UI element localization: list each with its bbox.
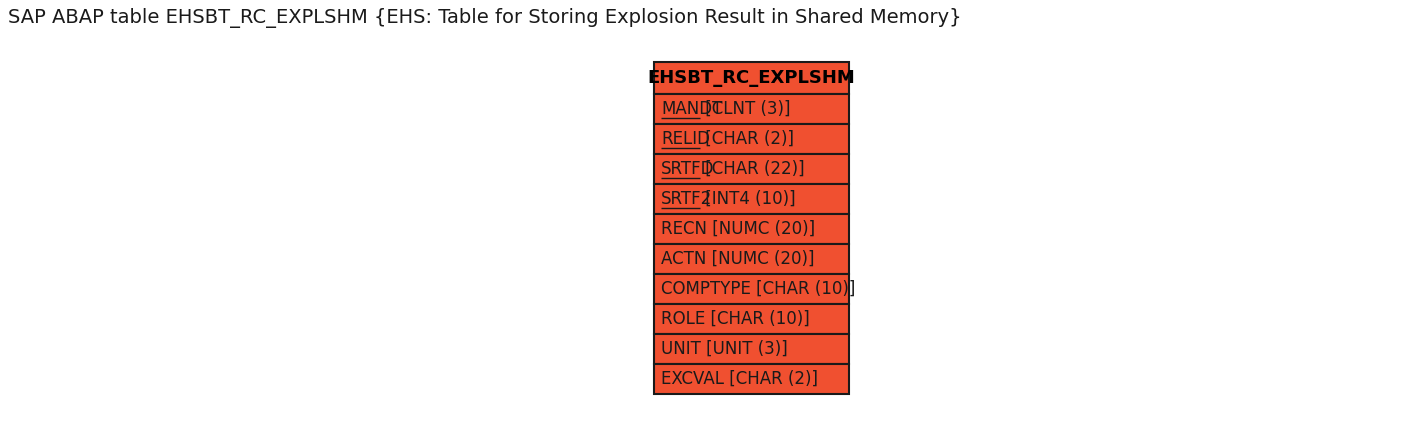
Bar	[655, 244, 849, 274]
Bar	[655, 184, 849, 214]
Text: UNIT [UNIT (3)]: UNIT [UNIT (3)]	[662, 340, 788, 358]
Text: ROLE [CHAR (10)]: ROLE [CHAR (10)]	[662, 310, 809, 328]
Text: COMPTYPE [CHAR (10)]: COMPTYPE [CHAR (10)]	[662, 280, 856, 298]
Text: SAP ABAP table EHSBT_RC_EXPLSHM {EHS: Table for Storing Explosion Result in Shar: SAP ABAP table EHSBT_RC_EXPLSHM {EHS: Ta…	[8, 8, 961, 28]
Bar	[655, 274, 849, 304]
Text: EXCVAL [CHAR (2)]: EXCVAL [CHAR (2)]	[662, 370, 818, 388]
Text: [CHAR (2)]: [CHAR (2)]	[700, 130, 794, 148]
Text: [INT4 (10)]: [INT4 (10)]	[700, 190, 795, 208]
Bar	[655, 334, 849, 364]
Text: SRTFD: SRTFD	[662, 160, 715, 178]
Text: SRTF2: SRTF2	[662, 190, 712, 208]
Bar	[655, 62, 849, 94]
Bar	[655, 154, 849, 184]
Bar	[655, 214, 849, 244]
Text: MANDT: MANDT	[662, 100, 722, 118]
Text: [CLNT (3)]: [CLNT (3)]	[700, 100, 791, 118]
Text: EHSBT_RC_EXPLSHM: EHSBT_RC_EXPLSHM	[648, 69, 856, 87]
Bar	[655, 304, 849, 334]
Text: RECN [NUMC (20)]: RECN [NUMC (20)]	[662, 220, 815, 238]
Bar	[655, 94, 849, 124]
Text: ACTN [NUMC (20)]: ACTN [NUMC (20)]	[662, 250, 815, 268]
Text: [CHAR (22)]: [CHAR (22)]	[700, 160, 805, 178]
Bar	[655, 364, 849, 394]
Bar	[655, 124, 849, 154]
Text: RELID: RELID	[662, 130, 710, 148]
